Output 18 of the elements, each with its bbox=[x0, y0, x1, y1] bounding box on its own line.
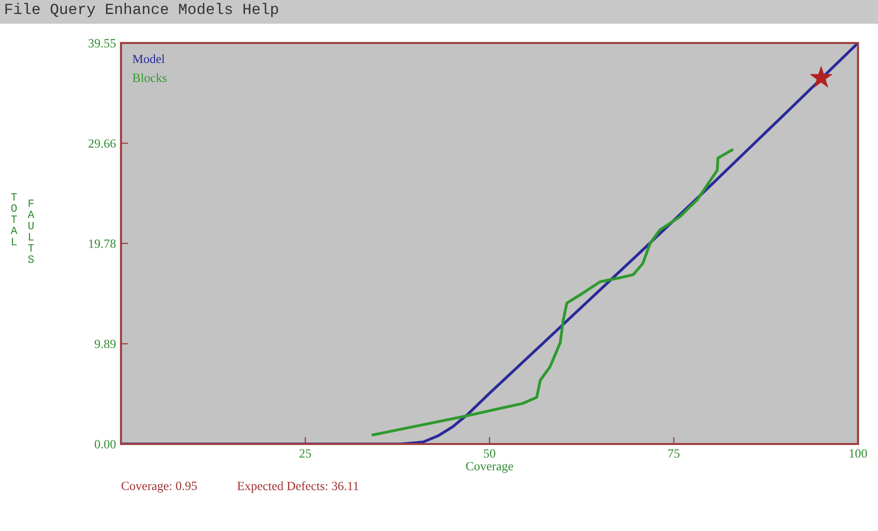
x-tick-label: 25 bbox=[300, 449, 312, 458]
text: TOTAL FAULTS bbox=[10, 193, 34, 263]
line-series bbox=[372, 148, 734, 436]
text: Blocks bbox=[132, 73, 167, 82]
x-axis-title: Coverage bbox=[466, 462, 514, 473]
y-tick-label: 29.66 bbox=[88, 139, 116, 148]
x-tick-label: 75 bbox=[668, 449, 680, 458]
y-tick-label: 9.89 bbox=[94, 340, 116, 348]
y-tick-label: 39.55 bbox=[88, 39, 116, 48]
y-tick-label: 0.00 bbox=[94, 440, 116, 449]
x-tick-label: 100 bbox=[850, 449, 867, 458]
text: Model bbox=[132, 54, 165, 64]
text: Expected Defects: 36.11 bbox=[237, 481, 358, 493]
y-tick-label: 19.78 bbox=[89, 239, 116, 248]
line-series bbox=[121, 43, 858, 444]
text: Coverage: 0.95 bbox=[122, 482, 197, 493]
text: File Query Enhance Models Help bbox=[5, 2, 278, 18]
x-tick-label: 50 bbox=[484, 449, 496, 458]
